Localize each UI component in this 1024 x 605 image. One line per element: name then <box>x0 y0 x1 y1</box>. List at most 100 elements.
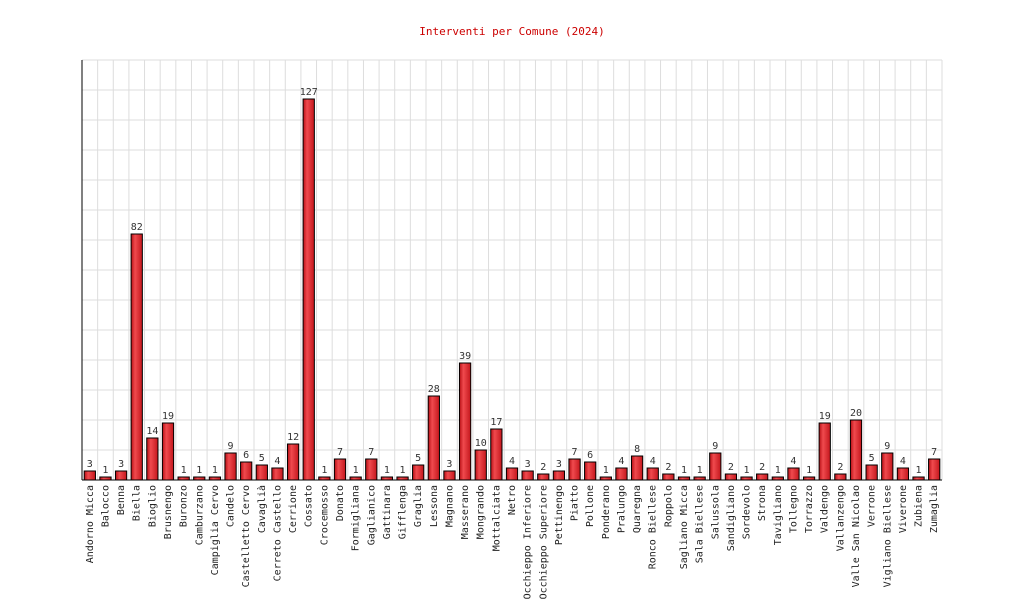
bar <box>568 458 581 481</box>
bar <box>271 467 284 481</box>
bar-value-label: 4 <box>900 456 906 467</box>
bar-value-label: 1 <box>181 465 187 476</box>
x-tick-label: Verrone <box>867 485 878 527</box>
bar <box>881 452 894 481</box>
x-tick-label: Mottalciata <box>491 485 502 551</box>
grid-lines <box>82 59 943 480</box>
bar-value-label: 4 <box>274 456 280 467</box>
bar-value-label: 7 <box>931 447 937 458</box>
x-tick-label: Occhieppo Superiore <box>538 485 549 599</box>
bar <box>505 467 519 481</box>
bar-value-label: 1 <box>102 465 108 476</box>
bar <box>521 470 534 481</box>
chart-title: Interventi per Comune (2024) <box>419 25 604 38</box>
x-tick-label: Cerreto Castello <box>272 485 283 581</box>
bar <box>834 473 847 481</box>
x-tick-label: Cerrione <box>288 485 299 533</box>
bar <box>896 467 910 481</box>
bar-value-label: 3 <box>446 459 452 470</box>
bar-value-label: 28 <box>428 384 440 395</box>
bar <box>443 470 456 481</box>
bar <box>83 470 96 481</box>
bar <box>709 452 722 481</box>
x-tick-label: Castelletto Cervo <box>241 485 252 587</box>
x-tick-label: Biella <box>132 485 143 521</box>
x-tick-label: Cossato <box>304 485 315 527</box>
bar-value-label: 1 <box>697 465 703 476</box>
bar-value-label: 2 <box>728 462 734 473</box>
x-tick-label: Valdengo <box>820 485 831 533</box>
bar-value-label: 12 <box>287 432 299 443</box>
bar <box>255 464 268 481</box>
bar <box>537 473 550 481</box>
bar-value-label: 4 <box>650 456 656 467</box>
x-tick-label: Quaregna <box>632 485 643 533</box>
x-tick-label: Salussola <box>710 485 721 539</box>
bar <box>928 458 941 481</box>
bar <box>474 449 487 481</box>
x-tick-label: Valle San Nicolao <box>851 485 862 587</box>
bar-value-label: 127 <box>300 87 318 98</box>
x-tick-label: Donato <box>335 485 346 521</box>
x-tick-label: Torrazzo <box>804 485 815 533</box>
bar-value-label: 7 <box>337 447 343 458</box>
bar-value-label: 1 <box>212 465 218 476</box>
x-tick-label: Andorno Micca <box>85 485 96 563</box>
x-tick-label: Brusnengo <box>163 485 174 539</box>
x-tick-label: Piatto <box>570 485 581 521</box>
bar-value-label: 19 <box>819 411 831 422</box>
x-tick-label: Formigliana <box>351 485 362 551</box>
bar-value-label: 1 <box>353 465 359 476</box>
x-tick-label: Magnano <box>444 485 455 527</box>
x-tick-label: Ponderano <box>601 485 612 539</box>
x-tick-label: Pettinengo <box>554 485 565 545</box>
x-tick-label: Camburzano <box>194 485 205 545</box>
x-tick-label: Balocco <box>100 485 111 527</box>
bar-value-label: 82 <box>131 222 143 233</box>
x-tick-label: Occhieppo Inferiore <box>523 485 534 599</box>
bar <box>161 422 175 481</box>
bar <box>412 464 425 481</box>
bar <box>756 473 769 481</box>
bar <box>146 437 159 481</box>
bar <box>552 470 566 481</box>
x-tick-labels: Andorno Micca Balocco Benna Biella Bioglio Br… <box>85 485 940 599</box>
x-tick-label: Netro <box>507 485 518 515</box>
bar <box>787 467 800 481</box>
bar <box>286 443 300 481</box>
bar-value-label: 1 <box>806 465 812 476</box>
x-tick-label: Strona <box>757 485 768 521</box>
x-tick-label: Roppolo <box>663 485 674 527</box>
bar-value-label: 3 <box>87 459 93 470</box>
bar <box>333 458 347 481</box>
x-tick-label: Zubiena <box>914 485 925 527</box>
x-tick-label: Masserano <box>460 485 471 539</box>
bar-value-label: 9 <box>884 441 890 452</box>
bar-value-label: 1 <box>775 465 781 476</box>
bar-value-label: 8 <box>634 444 640 455</box>
x-tick-label: Gaglianico <box>366 485 377 545</box>
bar-value-label: 1 <box>384 465 390 476</box>
bar-value-label: 1 <box>916 465 922 476</box>
bar-value-label: 2 <box>540 462 546 473</box>
bar-value-label: 5 <box>869 453 875 464</box>
x-tick-label: Crocemosso <box>319 485 330 545</box>
bar <box>630 455 644 481</box>
x-tick-label: Mongrando <box>476 485 487 539</box>
bar-value-label: 4 <box>618 456 624 467</box>
bars <box>83 98 941 481</box>
bar-value-label: 9 <box>712 441 718 452</box>
bar <box>240 461 253 481</box>
bar-value-label: 3 <box>556 459 562 470</box>
x-tick-label: Graglia <box>413 485 424 527</box>
bar <box>615 467 628 481</box>
bar-value-label: 5 <box>259 453 265 464</box>
bar-value-label: 4 <box>790 456 796 467</box>
bar-value-label: 1 <box>603 465 609 476</box>
bar <box>662 473 675 481</box>
bar-value-label: 3 <box>118 459 124 470</box>
x-tick-label: Viverone <box>898 485 909 533</box>
x-tick-label: Buronzo <box>179 485 190 527</box>
